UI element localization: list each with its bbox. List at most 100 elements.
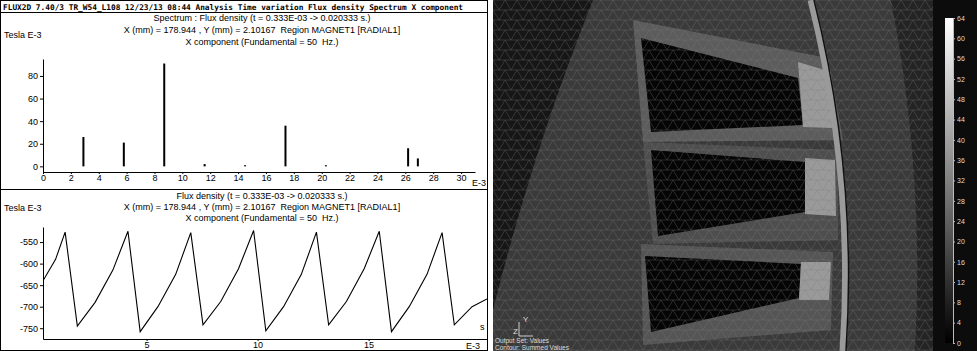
tick-label: 0 xyxy=(41,173,46,183)
tick-label: 48 xyxy=(957,96,965,103)
air-gap xyxy=(811,0,846,351)
tick: 28 xyxy=(953,198,965,205)
tick-label: -650 xyxy=(20,281,38,291)
tick-label: 22 xyxy=(345,173,355,183)
y-axis-label: Tesla E-3 xyxy=(4,203,42,213)
fem-background xyxy=(493,0,977,351)
bar xyxy=(163,64,165,167)
tick: 8 xyxy=(953,299,961,306)
tick: 64 xyxy=(953,15,965,22)
tick: 6 xyxy=(125,172,130,183)
tick: 20 xyxy=(317,172,327,183)
tick-mark xyxy=(953,181,955,182)
tick-label: 6 xyxy=(125,173,130,183)
tick-label: 40 xyxy=(957,137,965,144)
tick: 8 xyxy=(152,172,157,183)
tick-mark xyxy=(40,328,43,329)
triad-label: Z xyxy=(513,327,518,336)
tick-label: 52 xyxy=(957,76,965,83)
bar xyxy=(417,158,419,166)
tick-label: 4 xyxy=(957,319,961,326)
tick-mark xyxy=(40,285,43,286)
chart-bar: Spectrum : Flux density (t = 0.333E-03 -… xyxy=(4,13,486,188)
tick-mark xyxy=(953,18,955,19)
tick: 30 xyxy=(457,172,467,183)
tick: 28 xyxy=(429,172,439,183)
tick: 40 xyxy=(953,137,965,144)
plot-area xyxy=(82,64,418,167)
tick-label: 16 xyxy=(957,258,965,265)
bar xyxy=(325,165,327,166)
tick-mark xyxy=(953,59,955,60)
tick-label: 28 xyxy=(957,198,965,205)
x-axis-label: E-3 xyxy=(472,178,486,188)
tick: 48 xyxy=(953,96,965,103)
tick-label: 60 xyxy=(957,35,965,42)
tick: -750 xyxy=(20,324,43,334)
tick-label: -600 xyxy=(20,259,38,269)
tick: -600 xyxy=(20,259,43,269)
tick-label: 24 xyxy=(373,173,383,183)
annotation: X component (Fundamental = 50 Hz.) xyxy=(186,37,339,47)
air-gap-line xyxy=(814,0,849,351)
tick-label: 12 xyxy=(957,279,965,286)
tick-mark xyxy=(953,160,955,161)
axis-line xyxy=(43,60,44,173)
tick-label: 4 xyxy=(97,173,102,183)
tick-mark xyxy=(953,99,955,100)
flux2d-panel: FLUX2D 7.40/3 TR_W54_L108 12/23/13 08:44… xyxy=(0,0,489,351)
tick: 56 xyxy=(953,55,965,62)
tick-label: 36 xyxy=(957,157,965,164)
axis-line xyxy=(953,19,954,344)
tick-label: 56 xyxy=(957,55,965,62)
chart-title: Flux density (t = 0.333E-03 -> 0.020333 … xyxy=(176,191,347,201)
tick: 32 xyxy=(953,177,965,184)
tick: 22 xyxy=(345,172,355,183)
fem-view: 0481216202428323640444852566064YZOutput … xyxy=(493,0,977,351)
bar xyxy=(284,126,286,167)
tick-mark xyxy=(953,343,955,344)
tick-mark xyxy=(953,221,955,222)
tick-label: 10 xyxy=(253,340,263,350)
tick-mark xyxy=(40,121,43,122)
tick-label: 20 xyxy=(317,173,327,183)
tick: 4 xyxy=(97,172,102,183)
tick: 2 xyxy=(69,172,74,183)
tick: 15 xyxy=(364,339,374,350)
tick-label: 8 xyxy=(152,173,157,183)
tick-mark xyxy=(953,262,955,263)
colorbar xyxy=(945,18,953,343)
tick-label: 5 xyxy=(145,340,150,350)
header-text: FLUX2D 7.40/3 TR_W54_L108 12/23/13 08:44… xyxy=(3,3,463,12)
tick-label: 18 xyxy=(289,173,299,183)
tick-label: 15 xyxy=(364,340,374,350)
tick-label: 26 xyxy=(401,173,411,183)
tick: -550 xyxy=(20,237,43,247)
tick: 5 xyxy=(145,339,150,350)
tick: 24 xyxy=(373,172,383,183)
chart-subtitle: X (mm) = 178.944 , Y (mm) = 2.10167 Regi… xyxy=(124,202,400,212)
figure: FLUX2D 7.40/3 TR_W54_L108 12/23/13 08:44… xyxy=(0,0,977,351)
tick-mark xyxy=(40,76,43,77)
bar xyxy=(244,165,246,166)
tick-mark xyxy=(953,241,955,242)
tick-mark xyxy=(953,323,955,324)
tick-label: 10 xyxy=(178,173,188,183)
tick: 26 xyxy=(401,172,411,183)
bar xyxy=(407,148,409,166)
tick-label: 64 xyxy=(957,15,965,22)
bar xyxy=(123,143,125,167)
tick-label: -550 xyxy=(20,237,38,247)
annotation: X component (Fundamental = 50 Hz.) xyxy=(186,213,339,223)
tick: 20 xyxy=(28,139,43,149)
tick-mark xyxy=(40,166,43,167)
chart-subtitle: X (mm) = 178.944 , Y (mm) = 2.10167 Regi… xyxy=(124,25,400,35)
panel-background xyxy=(0,0,489,351)
tick: 0 xyxy=(33,162,43,172)
tick: 0 xyxy=(41,172,46,183)
y-axis: 020406080 xyxy=(28,60,44,173)
tick-mark xyxy=(40,144,43,145)
tick-label: 0 xyxy=(957,340,961,347)
tick-mark xyxy=(953,120,955,121)
tick: 16 xyxy=(261,172,271,183)
